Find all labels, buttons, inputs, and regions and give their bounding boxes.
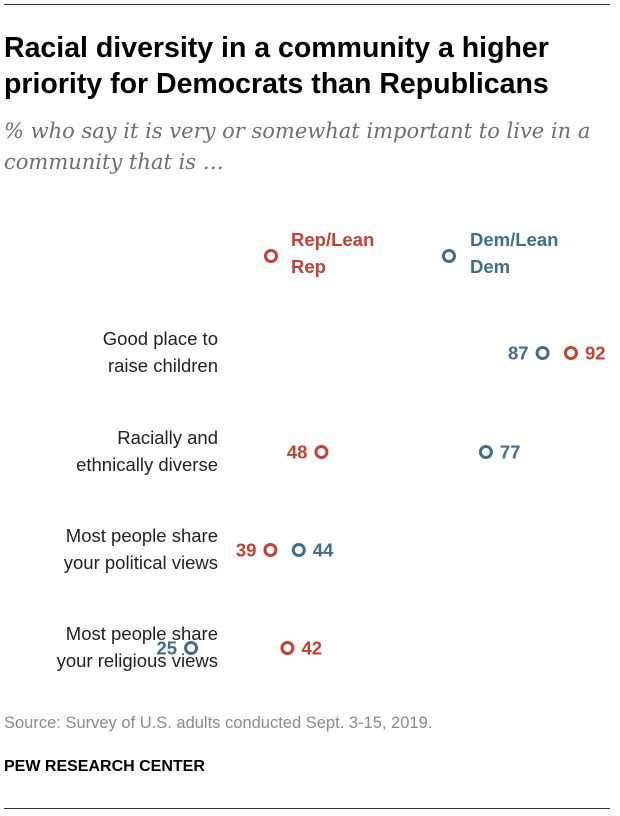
legend-dem-marker [442,249,456,263]
dem-dot [291,543,306,557]
category-label: Most people share [66,623,218,644]
chart-subtitle: % who say it is very or somewhat importa… [4,119,591,174]
source-note: Source: Survey of U.S. adults conducted … [4,714,433,732]
rep-dot [314,445,329,459]
rep-value-label: 92 [585,343,606,364]
dem-dot [184,641,199,655]
dem-value-label: 44 [313,540,334,561]
category-label: your political views [64,552,218,573]
top-rule [4,4,610,5]
legend-dem-label: Dem [470,256,510,277]
dem-dot [478,445,493,459]
dem-dot [535,346,550,360]
rep-dot [280,641,295,655]
legend-rep-marker [264,249,278,263]
dem-value-label: 25 [156,638,177,659]
category-label: Racially and [117,427,218,448]
dot-plot: Rep/Lean Rep Dem/Lean Dem Good place to raise… [57,229,606,671]
dem-value-label: 87 [508,343,529,364]
bottom-rule [4,808,610,809]
category-label: Good place to [103,328,218,349]
category-label: raise children [108,355,218,376]
organization-name: PEW RESEARCH CENTER [4,758,205,775]
category-label: ethnically diverse [76,454,218,475]
rep-value-label: 39 [236,540,257,561]
dem-value-label: 77 [500,442,521,463]
legend-dem-label: Dem/Lean [470,229,558,250]
rep-value-label: 48 [287,442,308,463]
category-label: your religious views [57,650,218,671]
rep-value-label: 42 [301,638,322,659]
chart-title: Racial diversity in a community a higher… [4,32,549,100]
category-label: Most people share [66,525,218,546]
legend-rep-label: Rep [291,256,326,277]
legend-rep-label: Rep/Lean [291,229,374,250]
rep-dot [563,346,578,360]
rep-dot [263,543,278,557]
